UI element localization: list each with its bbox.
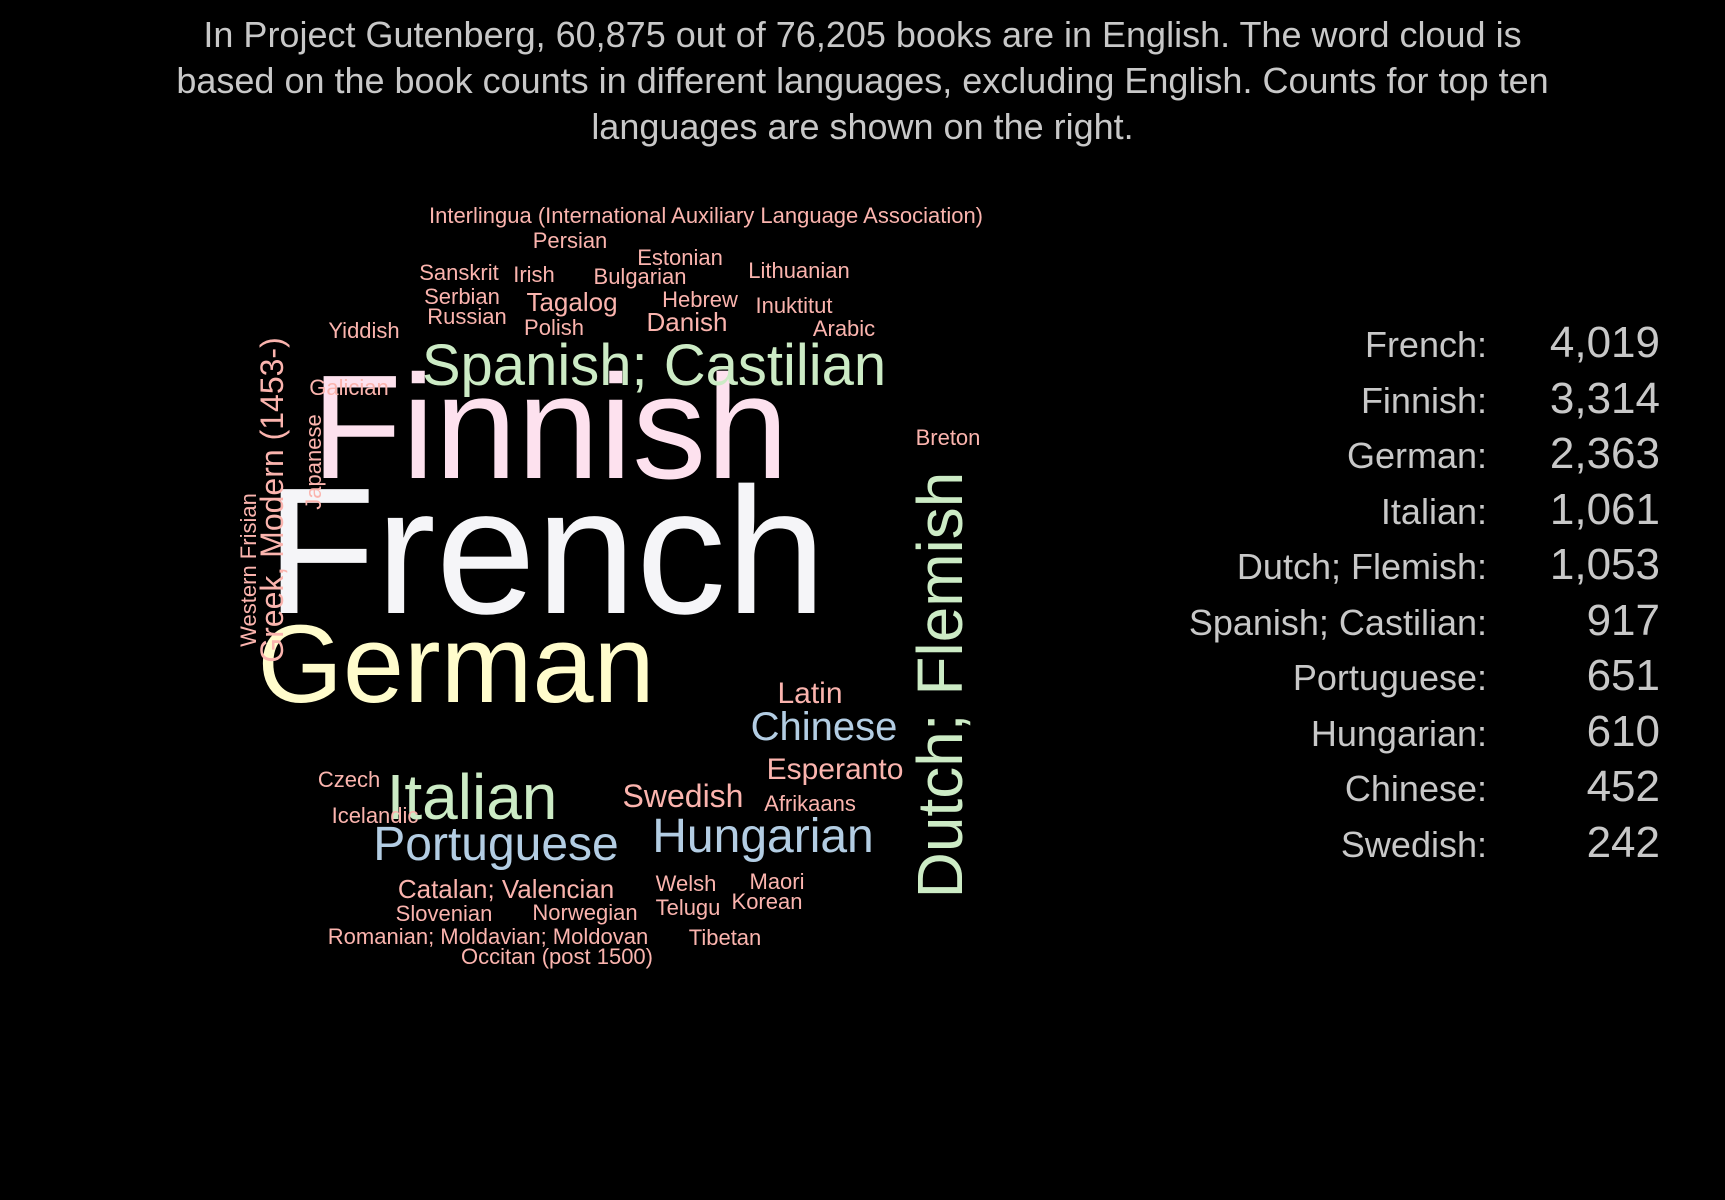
cloud-word-romanian-moldavian-moldovan: Romanian; Moldavian; Moldovan bbox=[327, 924, 649, 949]
cloud-word-interlingua-international-auxiliary-language-association: Interlingua (International Auxiliary Lan… bbox=[428, 203, 984, 228]
language-label: Dutch; Flemish: bbox=[1236, 546, 1487, 587]
cloud-word-hebrew: Hebrew bbox=[662, 287, 738, 312]
cloud-word-italian: Italian bbox=[386, 761, 558, 833]
book-count: 1,061 bbox=[1549, 484, 1660, 534]
cloud-word-sanskrit: Sanskrit bbox=[419, 260, 499, 285]
cloud-word-catalan-valencian: Catalan; Valencian bbox=[397, 874, 615, 904]
table-row: Hungarian: 610 bbox=[1090, 707, 1665, 757]
cloud-word-tibetan: Tibetan bbox=[688, 925, 762, 950]
table-row: Portuguese: 651 bbox=[1090, 651, 1665, 701]
cloud-word-hungarian: Hungarian bbox=[652, 810, 874, 863]
cloud-word-portuguese: Portuguese bbox=[373, 818, 619, 871]
cloud-word-galician: Galician bbox=[309, 375, 389, 400]
cloud-word-japanese: Japanese bbox=[301, 414, 326, 510]
cloud-word-swedish: Swedish bbox=[622, 778, 744, 814]
cloud-word-czech: Czech bbox=[317, 767, 381, 792]
cloud-word-esperanto: Esperanto bbox=[766, 753, 904, 786]
cloud-word-lithuanian: Lithuanian bbox=[748, 258, 850, 283]
cloud-word-telugu: Telugu bbox=[655, 895, 721, 920]
book-count: 4,019 bbox=[1549, 318, 1660, 367]
cloud-word-korean: Korean bbox=[731, 889, 803, 914]
language-label: Finnish: bbox=[1360, 379, 1487, 421]
cloud-word-afrikaans: Afrikaans bbox=[764, 791, 856, 816]
cloud-word-russian: Russian bbox=[427, 304, 507, 329]
cloud-word-polish: Polish bbox=[524, 315, 584, 340]
book-count: 610 bbox=[1586, 706, 1660, 756]
book-count: 917 bbox=[1586, 595, 1660, 645]
language-label: Spanish; Castilian: bbox=[1188, 601, 1487, 643]
language-label: Italian: bbox=[1380, 490, 1487, 532]
cloud-word-inuktitut: Inuktitut bbox=[755, 293, 833, 318]
cloud-word-bulgarian: Bulgarian bbox=[593, 264, 687, 289]
book-count: 3,314 bbox=[1549, 373, 1660, 423]
cloud-word-serbian: Serbian bbox=[424, 284, 500, 309]
cloud-word-chinese: Chinese bbox=[750, 705, 898, 749]
cloud-word-irish: Irish bbox=[513, 262, 555, 287]
language-label: German: bbox=[1346, 435, 1487, 476]
cloud-word-dutch-flemish: Dutch; Flemish bbox=[904, 471, 976, 899]
language-label: French: bbox=[1364, 324, 1487, 365]
book-count: 452 bbox=[1586, 762, 1660, 811]
table-row: Italian: 1,061 bbox=[1090, 485, 1665, 535]
cloud-word-danish: Danish bbox=[646, 307, 728, 337]
book-count: 651 bbox=[1586, 651, 1660, 700]
cloud-word-occitan-post-1500: Occitan (post 1500) bbox=[461, 944, 653, 969]
cloud-word-spanish-castilian: Spanish; Castilian bbox=[421, 333, 887, 398]
table-row: Dutch; Flemish: 1,053 bbox=[1090, 540, 1665, 590]
language-label: Hungarian: bbox=[1310, 712, 1487, 754]
cloud-word-welsh: Welsh bbox=[655, 871, 717, 896]
cloud-word-french: French bbox=[265, 451, 827, 652]
cloud-word-norwegian: Norwegian bbox=[532, 900, 638, 925]
cloud-word-maori: Maori bbox=[749, 869, 805, 894]
book-count: 1,053 bbox=[1549, 540, 1660, 589]
cloud-word-latin: Latin bbox=[777, 677, 843, 710]
cloud-word-yiddish: Yiddish bbox=[328, 318, 400, 343]
cloud-word-persian: Persian bbox=[532, 228, 608, 253]
book-count: 2,363 bbox=[1549, 429, 1660, 478]
cloud-word-breton: Breton bbox=[915, 425, 981, 450]
language-label: Swedish: bbox=[1340, 823, 1487, 865]
language-label: Portuguese: bbox=[1292, 657, 1487, 698]
cloud-word-arabic: Arabic bbox=[812, 316, 876, 341]
cloud-word-icelandic: Icelandic bbox=[331, 803, 419, 828]
table-row: Finnish: 3,314 bbox=[1090, 374, 1665, 424]
cloud-word-slovenian: Slovenian bbox=[395, 901, 493, 926]
language-label: Chinese: bbox=[1344, 768, 1487, 809]
cloud-word-estonian: Estonian bbox=[637, 245, 723, 270]
cloud-word-western-frisian: Western Frisian bbox=[236, 493, 261, 647]
table-row: Swedish: 242 bbox=[1090, 818, 1665, 868]
table-row: German: 2,363 bbox=[1090, 429, 1665, 479]
table-row: French: 4,019 bbox=[1090, 318, 1665, 368]
cloud-word-german: German bbox=[257, 603, 655, 726]
table-row: Spanish; Castilian: 917 bbox=[1090, 596, 1665, 646]
book-count: 242 bbox=[1586, 817, 1660, 867]
cloud-word-tagalog: Tagalog bbox=[526, 287, 618, 317]
chart-title: In Project Gutenberg, 60,875 out of 76,2… bbox=[176, 14, 1549, 147]
table-row: Chinese: 452 bbox=[1090, 762, 1665, 812]
cloud-word-finnish: Finnish bbox=[311, 345, 789, 510]
